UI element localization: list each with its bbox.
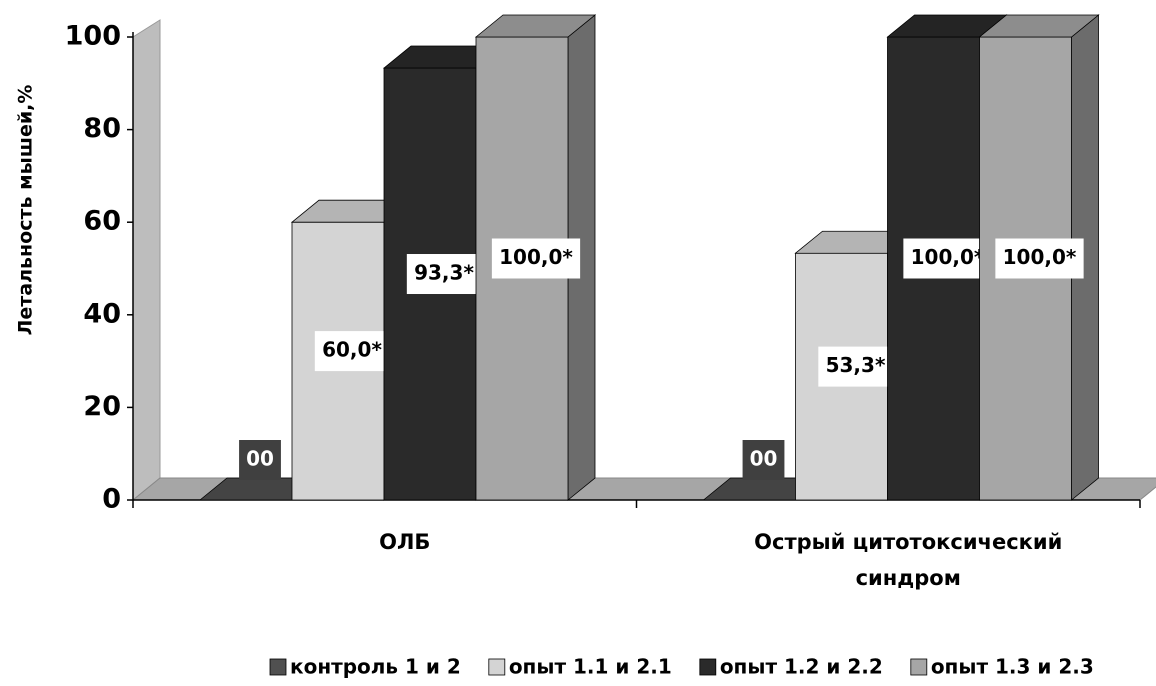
value-label: 60,0*	[322, 338, 382, 362]
value-label-box	[406, 254, 482, 295]
y-tick-label: 60	[83, 206, 121, 237]
x-tick-label: ОЛБ	[379, 530, 430, 554]
value-label-box	[995, 238, 1084, 279]
value-label: 93,3*	[414, 261, 474, 285]
value-label-box	[239, 440, 281, 480]
legend-label: опыт 1.1 и 2.1	[509, 655, 672, 679]
y-tick-label: 100	[65, 21, 121, 52]
legend-label: опыт 1.2 и 2.2	[720, 655, 883, 679]
value-label-box	[491, 238, 581, 279]
value-label: 100,0*	[911, 245, 985, 269]
y-tick-label: 0	[102, 484, 121, 515]
y-tick-label: 40	[83, 298, 121, 329]
x-tick-label: Острый цитотоксический синдром	[754, 530, 1062, 590]
legend-swatch	[269, 658, 287, 676]
y-axis-label: Летальность мышей,%	[15, 85, 37, 336]
left-wall	[132, 19, 161, 502]
value-label: 00	[246, 447, 274, 471]
value-label: 53,3*	[826, 353, 886, 377]
bar-top	[978, 14, 1100, 38]
y-tick-label: 80	[83, 113, 121, 144]
legend-swatch	[910, 658, 928, 676]
y-tick-label: 20	[83, 391, 121, 422]
legend-label: контроль 1 и 2	[290, 655, 461, 679]
value-label-box	[314, 331, 390, 372]
legend-swatch	[488, 658, 506, 676]
value-label-box	[742, 440, 785, 480]
legend-label: опыт 1.3 и 2.3	[931, 655, 1094, 679]
legend-swatch	[699, 658, 717, 676]
value-label: 00	[750, 447, 778, 471]
value-label: 100,0*	[1003, 245, 1077, 269]
value-label: 100,0*	[499, 245, 573, 269]
value-label-box	[903, 238, 992, 279]
bar-top	[474, 14, 597, 38]
value-label-box	[818, 346, 893, 387]
